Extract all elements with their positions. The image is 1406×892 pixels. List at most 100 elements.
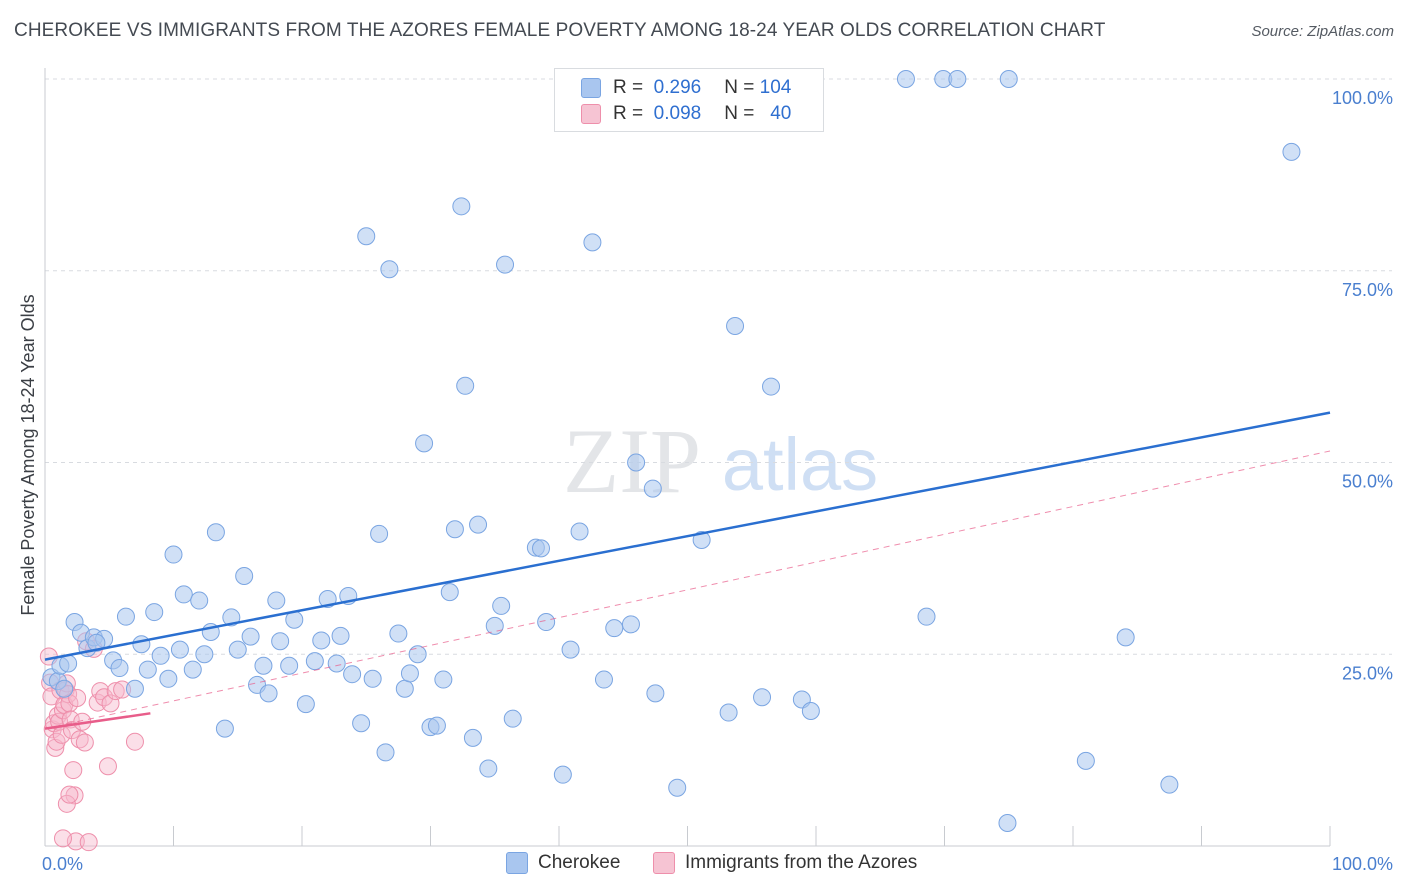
correlation-legend: R = 0.296 N = 104 R = 0.098 N = 40 (554, 68, 824, 132)
y-tick-label: 25.0% (1342, 663, 1393, 683)
legend-n-label: N = (724, 77, 755, 98)
cherokee-point (222, 608, 241, 627)
cherokee-point (228, 640, 247, 659)
cherokee-point (643, 479, 662, 498)
cherokee-point (719, 703, 738, 722)
cherokee-point (55, 679, 74, 698)
cherokee-point (801, 702, 820, 721)
axes (44, 68, 1331, 847)
legend-r-value: 0.098 (653, 103, 702, 124)
cherokee-point (627, 453, 646, 472)
cherokee-point (621, 615, 640, 634)
cherokee-point (190, 591, 209, 610)
cherokee-point (296, 695, 315, 714)
cherokee-point (215, 719, 234, 738)
cherokee-point (537, 613, 556, 632)
legend-swatch-blue (581, 78, 601, 98)
azores-point (125, 732, 144, 751)
cherokee-point (380, 260, 399, 279)
cherokee-point (503, 709, 522, 728)
azores-trend-line (44, 712, 151, 730)
cherokee-point (1160, 775, 1179, 794)
y-axis-label: Female Poverty Among 18-24 Year Olds (18, 294, 38, 615)
azores-point (98, 757, 117, 776)
cherokee-point (440, 583, 459, 602)
azores-point (46, 738, 65, 757)
cherokee-point (164, 545, 183, 564)
cherokee-point (363, 669, 382, 688)
cherokee-point (195, 645, 214, 664)
cherokee-point (999, 70, 1018, 88)
chart-title: CHEROKEE VS IMMIGRANTS FROM THE AZORES F… (14, 20, 1106, 41)
cherokee-point (370, 524, 389, 543)
cherokee-point (605, 619, 624, 638)
cherokee-point (87, 633, 106, 652)
cherokee-trend-line (44, 411, 1331, 661)
cherokee-point (395, 679, 414, 698)
cherokee-point (235, 567, 254, 586)
legend-swatch-pink (581, 104, 601, 124)
cherokee-point (408, 645, 427, 664)
cherokee-point (125, 679, 144, 698)
cherokee-point (753, 688, 772, 707)
cherokee-point (312, 631, 331, 650)
cherokee-point (445, 520, 464, 539)
x-tick-label: 0.0% (42, 854, 83, 874)
cherokee-point (174, 585, 193, 604)
x-tick-label: 100.0% (1332, 854, 1393, 874)
y-tick-label: 50.0% (1342, 472, 1393, 492)
cherokee-point (151, 646, 170, 665)
series-name: Cherokee (538, 852, 621, 873)
cherokee-point (400, 664, 419, 683)
cherokee-point (415, 434, 434, 453)
cherokee-point (463, 728, 482, 747)
cherokee-point (1076, 751, 1095, 770)
cherokee-point (389, 624, 408, 643)
cherokee-point (206, 523, 225, 542)
azores-point (79, 833, 98, 852)
cherokee-point (427, 716, 446, 735)
series-legend-azores[interactable]: Immigrants from the Azores (653, 852, 917, 874)
trend-lines (44, 411, 1331, 730)
legend-row-cherokee: R = 0.296 N = 104 (581, 76, 791, 100)
cherokee-point (1282, 142, 1301, 161)
legend-n-label: N = (724, 103, 755, 124)
cherokee-point (948, 70, 967, 88)
cherokee-point (479, 759, 498, 778)
series-name: Immigrants from the Azores (685, 852, 918, 873)
cherokee-points (42, 70, 1301, 832)
x-tick-labels: 0.0% 100.0% (42, 854, 1393, 874)
cherokee-point (132, 635, 151, 654)
cherokee-point (110, 659, 129, 678)
cherokee-point (452, 197, 471, 216)
cherokee-point (496, 255, 515, 274)
cherokee-point (896, 70, 915, 88)
cherokee-point (352, 714, 371, 733)
cherokee-point (183, 660, 202, 679)
cherokee-point (170, 640, 189, 659)
cherokee-point (561, 640, 580, 659)
series-legend: Cherokee Immigrants from the Azores (0, 852, 1406, 878)
y-tick-labels: 25.0% 50.0% 75.0% 100.0% (1332, 88, 1393, 683)
cherokee-point (280, 656, 299, 675)
azores-point (68, 688, 87, 707)
cherokee-point (116, 607, 135, 626)
azores-point (53, 829, 72, 848)
legend-swatch-blue (506, 852, 528, 874)
cherokee-point (570, 522, 589, 541)
cherokee-point (327, 654, 346, 673)
y-tick-label: 100.0% (1332, 88, 1393, 108)
cherokee-point (376, 743, 395, 762)
cherokee-point (917, 607, 936, 626)
series-legend-cherokee[interactable]: Cherokee (506, 852, 620, 874)
cherokee-point (305, 652, 324, 671)
cherokee-point (583, 233, 602, 252)
azores-point (64, 761, 83, 780)
cherokee-point (532, 539, 551, 558)
cherokee-point (1116, 628, 1135, 647)
legend-swatch-pink (653, 852, 675, 874)
cherokee-point (259, 684, 278, 703)
cherokee-point (553, 765, 572, 784)
cherokee-point (762, 377, 781, 396)
